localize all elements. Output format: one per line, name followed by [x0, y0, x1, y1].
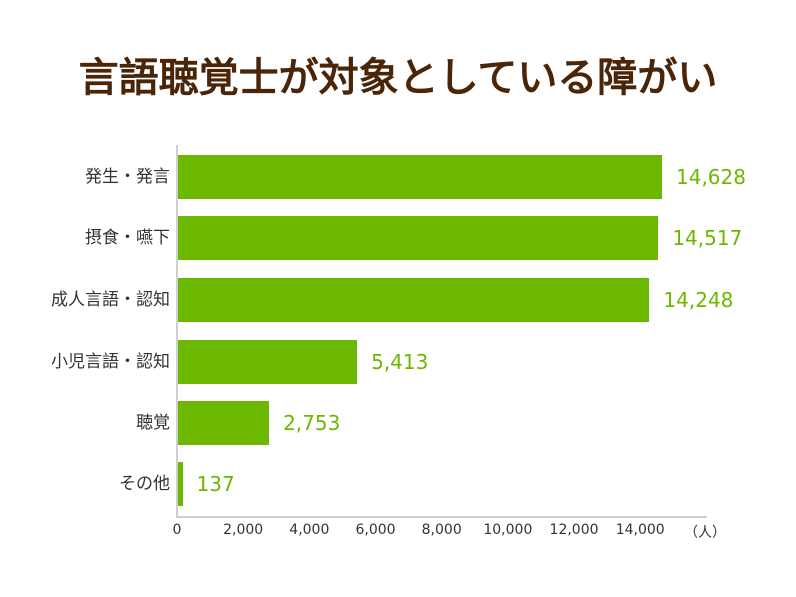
value-label: 14,628: [676, 165, 746, 189]
category-label: 聴覚: [136, 413, 170, 433]
value-label: 2,753: [283, 411, 341, 435]
x-axis-unit-label: （人）: [684, 525, 726, 541]
category-label: 発生・発言: [85, 167, 170, 187]
value-label: 14,248: [663, 288, 734, 312]
category-label: 小児言語・認知: [51, 352, 170, 372]
x-tick-label: 2,000: [223, 522, 264, 538]
category-label: その他: [119, 474, 170, 494]
x-tick-label: 0: [172, 522, 182, 538]
chart-title: 言語聴覚士が対象としている障がい: [78, 55, 718, 101]
x-tick-label: 10,000: [483, 522, 533, 538]
y-axis-line: [176, 145, 178, 518]
x-tick-label: 12,000: [549, 522, 599, 538]
category-label: 成人言語・認知: [51, 290, 170, 310]
x-tick-label: 8,000: [421, 522, 462, 538]
x-tick-label: 14,000: [615, 522, 665, 538]
value-label: 14,517: [672, 226, 743, 250]
x-tick-label: 4,000: [289, 522, 330, 538]
value-label: 5,413: [371, 350, 429, 374]
bar-row-hatsusei: 発生・発言 14,628: [0, 155, 796, 199]
bar-row-chokaku: 聴覚 2,753: [0, 401, 796, 445]
bar: [178, 155, 662, 199]
bar: [178, 340, 358, 384]
bar: [178, 278, 650, 322]
bar: [178, 216, 659, 260]
bar: [178, 462, 183, 506]
bar-row-sonota: その他 137: [0, 462, 796, 506]
bar-row-shoni: 小児言語・認知 5,413: [0, 340, 796, 384]
bar-row-seijin: 成人言語・認知 14,248: [0, 278, 796, 322]
x-axis-line: [176, 516, 707, 518]
category-label: 摂食・嚥下: [85, 228, 170, 248]
x-tick-label: 6,000: [355, 522, 396, 538]
value-label: 137: [196, 472, 235, 496]
bar: [178, 401, 270, 445]
bar-row-sesshoku: 摂食・嚥下 14,517: [0, 216, 796, 260]
